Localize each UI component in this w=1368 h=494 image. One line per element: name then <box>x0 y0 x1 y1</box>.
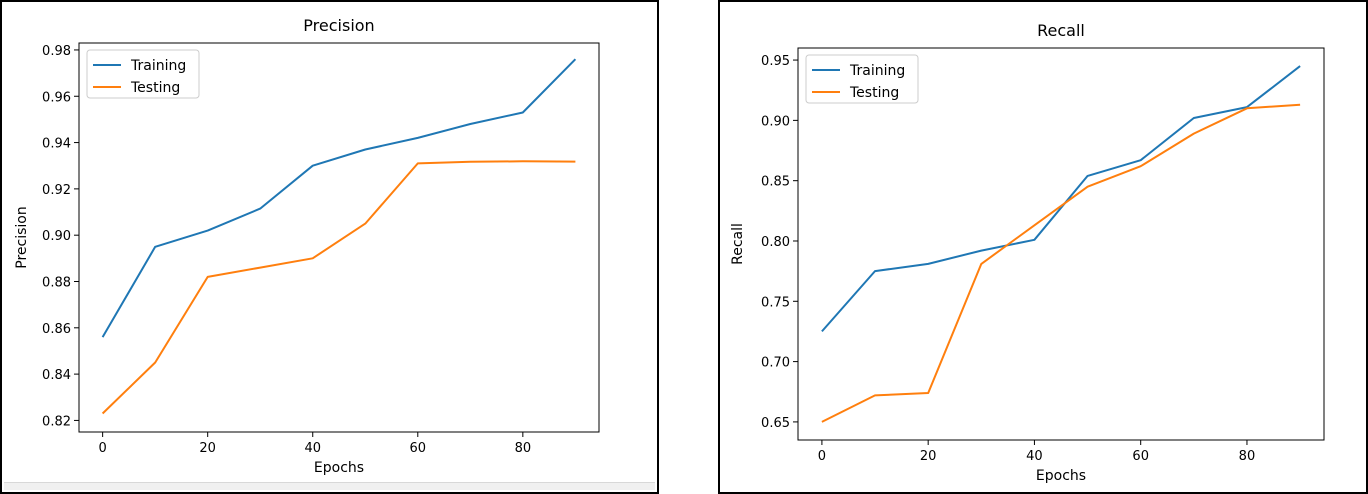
y-tick-label: 0.86 <box>42 322 71 337</box>
legend-label-testing: Testing <box>849 85 899 101</box>
recall-chart-panel: Recall 0 20 40 60 80 0.65 0.70 0.75 0.80 0.85 0.90 0… <box>718 0 1368 494</box>
y-tick-label: 0.90 <box>761 114 790 129</box>
x-tick-label: 0 <box>98 441 106 456</box>
y-tick-label: 0.88 <box>42 275 71 290</box>
legend-label-training: Training <box>849 63 905 79</box>
y-tick-label: 0.65 <box>761 416 790 431</box>
x-tick-label: 20 <box>920 449 937 464</box>
series-line-training <box>101 58 577 338</box>
x-tick-label: 80 <box>515 441 532 456</box>
x-axis-label: Epochs <box>314 460 364 476</box>
legend-label-testing: Testing <box>130 80 180 96</box>
chart-title: Precision <box>303 16 374 35</box>
x-tick-label: 0 <box>818 449 826 464</box>
series-line-testing <box>821 103 1301 423</box>
y-tick-label: 0.92 <box>42 183 71 198</box>
y-tick-label: 0.85 <box>761 175 790 190</box>
y-tick-label: 0.80 <box>761 235 790 250</box>
y-tick-label: 0.90 <box>42 229 71 244</box>
plot-frame <box>797 47 1325 441</box>
y-tick-label: 0.95 <box>761 54 790 69</box>
x-tick-label: 20 <box>199 441 216 456</box>
legend-label-training: Training <box>130 58 186 74</box>
y-tick-label: 0.82 <box>42 414 71 429</box>
series-line-testing <box>101 160 576 415</box>
y-tick-label: 0.75 <box>761 295 790 310</box>
series-line-training <box>821 65 1301 333</box>
x-tick-label: 60 <box>1132 449 1149 464</box>
x-tick-label: 80 <box>1239 449 1256 464</box>
precision-chart-panel: Precision 0 20 40 60 80 0.82 0.84 0.86 0.88 0.90 0.… <box>0 0 659 494</box>
y-tick-label: 0.84 <box>42 368 71 383</box>
y-tick-label: 0.94 <box>42 137 71 152</box>
y-tick-label: 0.70 <box>761 356 790 371</box>
precision-chart: Precision 0 20 40 60 80 0.82 0.84 0.86 0.88 0.90 0.… <box>14 16 600 476</box>
horizontal-scrollbar[interactable] <box>4 482 655 490</box>
y-tick-label: 0.96 <box>42 90 71 105</box>
x-tick-label: 60 <box>410 441 427 456</box>
x-tick-label: 40 <box>1026 449 1043 464</box>
y-axis-label: Precision <box>14 206 30 268</box>
y-axis-label: Recall <box>730 223 746 265</box>
x-tick-label: 40 <box>304 441 321 456</box>
x-axis-label: Epochs <box>1036 468 1086 484</box>
recall-chart: Recall 0 20 40 60 80 0.65 0.70 0.75 0.80 0.85 0.90 0… <box>730 21 1325 484</box>
y-tick-label: 0.98 <box>42 44 71 59</box>
plot-frame <box>78 42 600 433</box>
chart-title: Recall <box>1037 21 1085 40</box>
